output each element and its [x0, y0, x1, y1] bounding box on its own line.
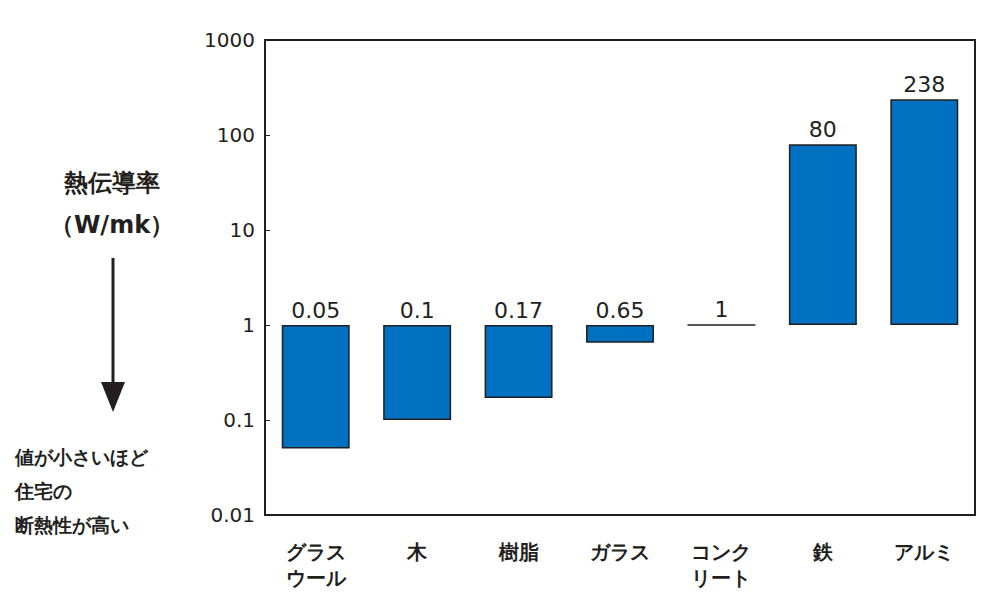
- svg-text:238: 238: [903, 72, 945, 97]
- svg-text:コンク: コンク: [691, 540, 751, 564]
- svg-text:100: 100: [217, 123, 255, 147]
- svg-text:0.17: 0.17: [494, 298, 543, 323]
- svg-text:1000: 1000: [204, 28, 255, 52]
- svg-text:鉄: 鉄: [812, 540, 834, 564]
- svg-text:リート: リート: [691, 566, 751, 590]
- svg-text:ガラス: ガラス: [590, 540, 650, 564]
- svg-text:樹脂: 樹脂: [498, 540, 539, 564]
- svg-text:値が小さいほど: 値が小さいほど: [14, 446, 149, 468]
- svg-text:0.05: 0.05: [291, 298, 340, 323]
- svg-text:1: 1: [242, 313, 255, 337]
- svg-text:ウール: ウール: [286, 566, 347, 590]
- svg-text:0.01: 0.01: [210, 503, 255, 527]
- svg-text:0.65: 0.65: [596, 298, 645, 323]
- svg-text:10: 10: [230, 218, 255, 242]
- svg-text:住宅の: 住宅の: [14, 480, 72, 502]
- svg-text:（W/mk）: （W/mk）: [50, 211, 174, 239]
- svg-text:アルミ: アルミ: [894, 540, 954, 564]
- svg-text:断熱性が高い: 断熱性が高い: [15, 514, 129, 536]
- svg-text:1: 1: [714, 297, 728, 322]
- svg-text:80: 80: [809, 117, 837, 142]
- svg-text:0.1: 0.1: [223, 408, 255, 432]
- svg-text:グラス: グラス: [286, 540, 346, 564]
- svg-text:0.1: 0.1: [400, 298, 435, 323]
- svg-text:木: 木: [406, 540, 428, 564]
- svg-text:熱伝導率: 熱伝導率: [63, 169, 160, 197]
